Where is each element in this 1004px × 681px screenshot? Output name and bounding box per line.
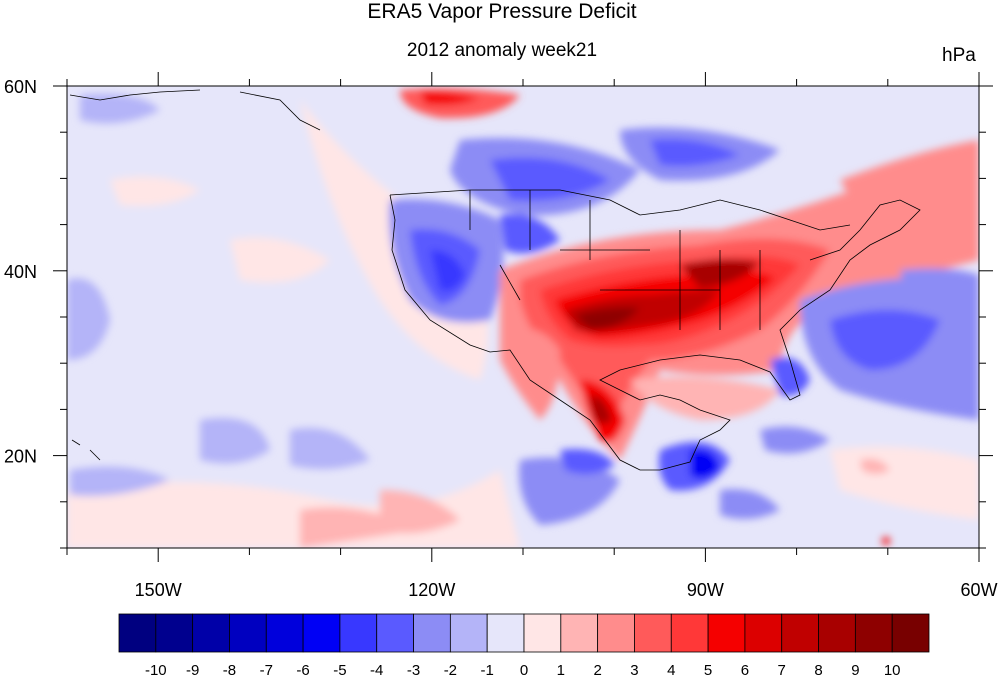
colorbar-swatch xyxy=(781,613,819,653)
lat-tick-label: 60N xyxy=(4,77,37,97)
colorbar-label: -7 xyxy=(260,662,273,679)
lon-tick-label: 90W xyxy=(687,580,724,600)
colorbar-label: 1 xyxy=(557,662,565,679)
colorbar-label: -9 xyxy=(186,662,199,679)
lon-tick-label: 150W xyxy=(135,580,182,600)
colorbar-label: 3 xyxy=(630,662,638,679)
colorbar-label: 0 xyxy=(520,662,528,679)
colorbar-label: 4 xyxy=(667,662,675,679)
colorbar-swatch xyxy=(229,613,267,653)
units-label: hPa xyxy=(942,45,976,66)
colorbar-swatch xyxy=(155,613,194,653)
colorbar-swatch xyxy=(449,613,488,653)
colorbar-label: 7 xyxy=(778,662,786,679)
colorbar-swatch xyxy=(523,613,562,653)
colorbar-label: -6 xyxy=(296,662,309,679)
colorbar-label: -2 xyxy=(444,662,457,679)
colorbar-label: 10 xyxy=(884,662,901,679)
colorbar-swatch xyxy=(707,613,746,653)
colorbar-swatch xyxy=(560,613,599,653)
lon-tick-label: 120W xyxy=(408,580,455,600)
colorbar-swatch xyxy=(854,613,893,653)
colorbar-swatch xyxy=(634,613,672,653)
map-subtitle: 2012 anomaly week21 xyxy=(406,40,598,61)
colorbar-swatch xyxy=(302,613,341,653)
colorbar-label: -5 xyxy=(333,662,346,679)
colorbar-swatch xyxy=(670,613,709,653)
colorbar-swatch xyxy=(486,613,525,653)
colorbar-label: 9 xyxy=(851,662,859,679)
colorbar-label: -1 xyxy=(481,662,494,679)
colorbar-swatch xyxy=(265,613,304,653)
colorbar-label: 2 xyxy=(593,662,601,679)
colorbar xyxy=(118,613,930,653)
colorbar-label: -10 xyxy=(145,662,167,679)
colorbar-label: -3 xyxy=(407,662,420,679)
colorbar-swatch xyxy=(818,613,856,653)
colorbar-label: 6 xyxy=(741,662,749,679)
colorbar-label: -8 xyxy=(223,662,236,679)
colorbar-swatch xyxy=(376,613,414,653)
colorbar-swatch xyxy=(413,613,451,653)
colorbar-label: 5 xyxy=(704,662,712,679)
colorbar-label: -4 xyxy=(370,662,383,679)
colorbar-swatch xyxy=(339,613,378,653)
anomaly-field xyxy=(67,86,979,548)
colorbar-swatch xyxy=(597,613,635,653)
colorbar-swatch xyxy=(118,613,157,653)
colorbar-label: 8 xyxy=(814,662,822,679)
coastlines xyxy=(69,89,921,471)
lon-tick-label: 60W xyxy=(960,580,997,600)
colorbar-swatch xyxy=(891,613,930,653)
lat-tick-label: 20N xyxy=(4,447,37,467)
map-title: ERA5 Vapor Pressure Deficit xyxy=(367,0,637,23)
lat-tick-label: 40N xyxy=(4,262,37,282)
colorbar-swatch xyxy=(192,613,230,653)
colorbar-swatch xyxy=(744,613,783,653)
